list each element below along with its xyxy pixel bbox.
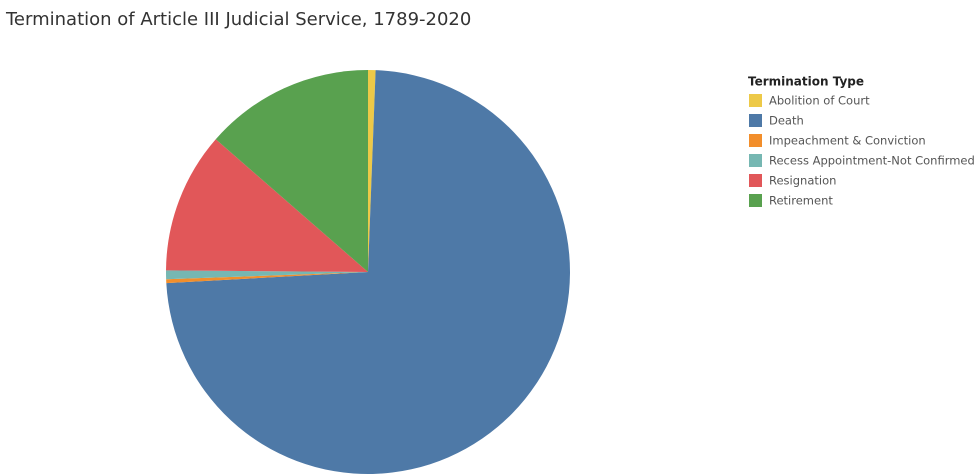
pie-slice [166,70,570,474]
pie-slice [166,272,368,284]
legend-swatch [749,174,762,187]
legend-swatch [749,114,762,127]
legend-swatch [749,134,762,147]
legend-label: Retirement [769,194,833,208]
legend-label: Recess Appointment-Not Confirmed [769,154,975,168]
pie-slice [368,70,376,272]
legend-label: Death [769,114,804,128]
legend-swatch [749,194,762,207]
legend-label: Impeachment & Conviction [769,134,926,148]
pie-slice [215,70,368,272]
legend-label: Resignation [769,174,836,188]
legend-title: Termination Type [748,75,864,89]
legend-swatch [749,154,762,167]
pie-slice [165,270,368,280]
legend-label: Abolition of Court [769,94,870,108]
chart-title: Termination of Article III Judicial Serv… [5,9,471,30]
legend-swatch [749,94,762,107]
pie-slice [166,139,368,272]
